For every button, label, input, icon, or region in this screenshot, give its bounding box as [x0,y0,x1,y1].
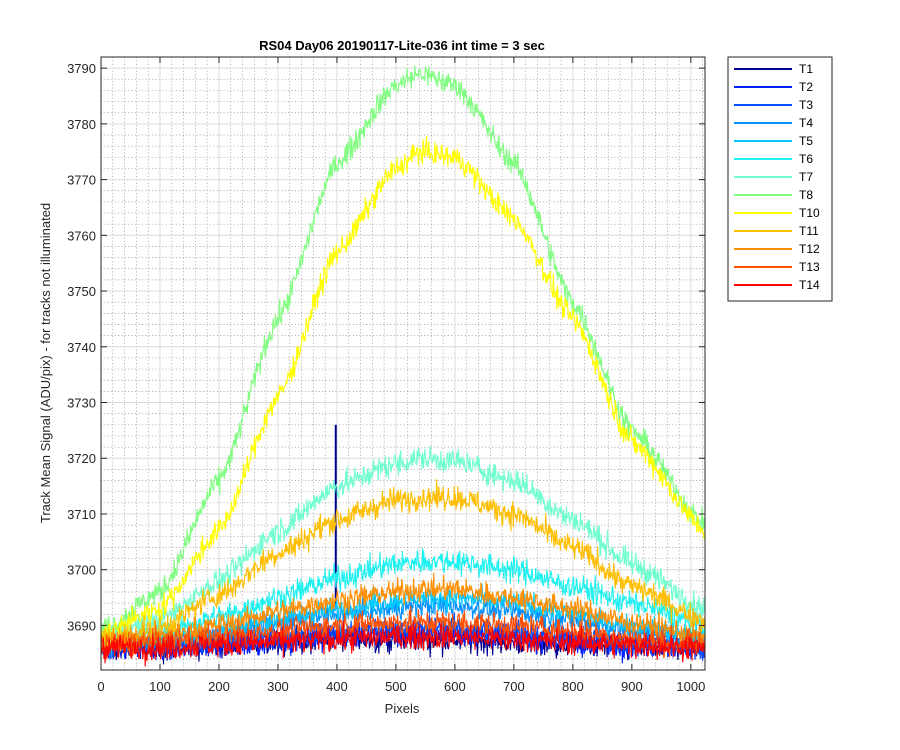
legend-label-t4: T4 [799,116,813,130]
x-tick-label: 0 [97,679,104,694]
series-line-t10 [101,135,705,642]
series-line-t14 [101,620,705,667]
x-tick-label: 600 [444,679,466,694]
y-tick-label: 3700 [67,563,96,578]
x-tick-label: 100 [149,679,171,694]
legend-label-t3: T3 [799,98,813,112]
plot-frame [100,56,706,671]
y-tick-label: 3740 [67,340,96,355]
y-tick-label: 3760 [67,228,96,243]
legend-label-t5: T5 [799,134,813,148]
legend-label-t10: T10 [799,206,820,220]
x-tick-label: 400 [326,679,348,694]
x-tick-label: 200 [208,679,230,694]
legend-label-t1: T1 [799,62,813,76]
y-tick-label: 3770 [67,173,96,188]
grid [100,56,705,671]
legend-label-t12: T12 [799,242,820,256]
legend-label-t11: T11 [799,224,819,238]
series-line-t12 [101,572,705,654]
legend-label-t7: T7 [799,170,813,184]
legend-label-t2: T2 [799,80,813,94]
series-line-t8 [101,65,705,641]
series-lines [101,65,705,667]
legend-box [727,56,833,302]
x-tick-label: 500 [385,679,407,694]
y-axis-label: Track Mean Signal (ADU/pix) - for tracks… [38,203,53,523]
legend-label-t6: T6 [799,152,813,166]
y-tick-label: 3750 [67,284,96,299]
legend-label-t13: T13 [799,260,820,274]
y-tick-label: 3720 [67,451,96,466]
y-tick-label: 3690 [67,618,96,633]
legend: T1 T2 T3 T4 T5 T6 T7 T8 T10 T11 T12 T13 T14 [727,56,833,302]
y-tick-label: 3710 [67,507,96,522]
legend-label-t8: T8 [799,188,813,202]
x-tick-label: 1000 [676,679,705,694]
x-tick-label: 900 [621,679,643,694]
x-tick-label: 800 [562,679,584,694]
axis-ticks: 0 100 200 300 400 500 600 700 800 900 1000 3690 3700… [67,57,705,694]
chart-title: RS04 Day06 20190117-Lite-036 int time = … [259,38,545,53]
x-tick-label: 300 [267,679,289,694]
series-line-t7 [101,445,705,645]
x-axis-label: Pixels [385,701,420,716]
series-line-t11 [101,479,705,652]
y-tick-label: 3730 [67,396,96,411]
y-tick-label: 3790 [67,61,96,76]
y-tick-label: 3780 [67,117,96,132]
x-tick-label: 700 [503,679,525,694]
legend-label-t14: T14 [799,278,820,292]
